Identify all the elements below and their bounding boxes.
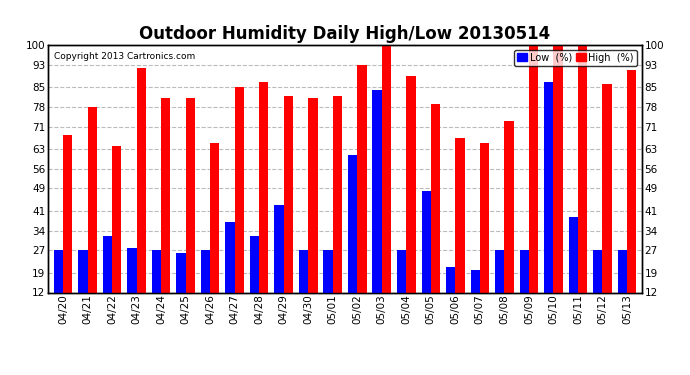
Bar [78, 251, 88, 292]
Bar [186, 99, 195, 292]
Bar [112, 146, 121, 292]
Bar [226, 222, 235, 292]
Bar [250, 236, 259, 292]
Bar [569, 217, 578, 292]
Bar [210, 144, 219, 292]
Bar [152, 251, 161, 292]
Bar [357, 64, 366, 292]
Bar [348, 154, 357, 292]
Bar [495, 251, 504, 292]
Bar [455, 138, 464, 292]
Bar [446, 267, 455, 292]
Bar [177, 253, 186, 292]
Legend: Low  (%), High  (%): Low (%), High (%) [514, 50, 637, 66]
Bar [284, 96, 293, 292]
Bar [259, 82, 268, 292]
Bar [275, 206, 284, 292]
Bar [308, 99, 317, 292]
Bar [422, 191, 431, 292]
Bar [520, 251, 529, 292]
Bar [544, 82, 553, 292]
Bar [103, 236, 112, 292]
Bar [333, 96, 342, 292]
Bar [593, 251, 602, 292]
Bar [471, 270, 480, 292]
Bar [299, 251, 308, 292]
Bar [63, 135, 72, 292]
Bar [480, 144, 489, 292]
Bar [324, 251, 333, 292]
Bar [88, 107, 97, 292]
Bar [553, 45, 563, 292]
Bar [54, 251, 63, 292]
Bar [627, 70, 636, 292]
Bar [529, 45, 538, 292]
Text: Copyright 2013 Cartronics.com: Copyright 2013 Cartronics.com [55, 53, 195, 62]
Bar [382, 45, 391, 292]
Bar [127, 248, 137, 292]
Bar [618, 251, 627, 292]
Bar [431, 104, 440, 292]
Bar [235, 87, 244, 292]
Bar [397, 251, 406, 292]
Title: Outdoor Humidity Daily High/Low 20130514: Outdoor Humidity Daily High/Low 20130514 [139, 26, 551, 44]
Bar [602, 84, 612, 292]
Bar [201, 251, 210, 292]
Bar [373, 90, 382, 292]
Bar [406, 76, 415, 292]
Bar [578, 45, 587, 292]
Bar [137, 68, 146, 292]
Bar [161, 99, 170, 292]
Bar [504, 121, 513, 292]
